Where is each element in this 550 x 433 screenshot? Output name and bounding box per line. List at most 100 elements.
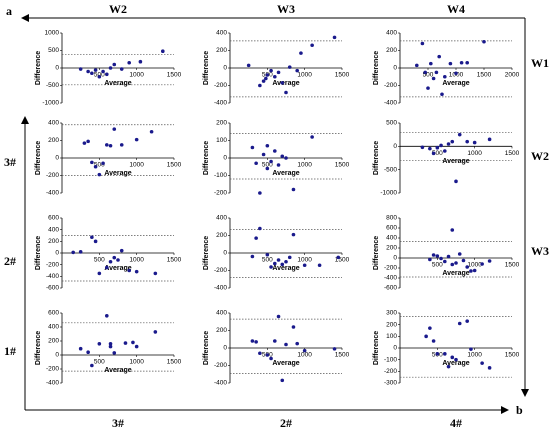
point	[461, 258, 466, 263]
y-tick-label: -200	[46, 261, 59, 268]
x-tick-label: 500	[432, 150, 443, 157]
point	[426, 86, 430, 90]
point	[254, 340, 258, 344]
y-tick-label: 500	[48, 47, 59, 54]
point	[273, 339, 277, 343]
y-tick-label: 100	[216, 137, 227, 144]
point	[269, 68, 273, 73]
point	[424, 334, 428, 339]
point	[264, 76, 268, 81]
point	[336, 255, 341, 260]
point	[265, 252, 270, 257]
column-label: 4#	[450, 416, 462, 430]
y-tick-label: -200	[214, 362, 227, 369]
x-tick-label: 1500	[167, 162, 182, 169]
y-tick-label: -200	[384, 265, 397, 272]
point	[108, 259, 113, 264]
point	[276, 258, 281, 262]
point	[465, 60, 470, 65]
point	[108, 342, 113, 346]
point	[258, 226, 262, 231]
point	[420, 145, 425, 150]
x-tick-label: 1500	[335, 162, 350, 169]
point	[284, 342, 288, 347]
point	[90, 71, 94, 76]
x-tick-label: 1000	[297, 257, 312, 264]
point	[149, 129, 154, 134]
point	[302, 263, 307, 268]
row-label: 2#	[4, 254, 16, 268]
y-tick-label: 400	[48, 324, 59, 331]
point	[112, 351, 117, 355]
point	[469, 347, 473, 351]
x-axis-label: Average	[442, 80, 469, 87]
point	[435, 254, 440, 258]
row-label: W2	[531, 149, 549, 163]
y-tick-label: 200	[48, 137, 59, 144]
point	[112, 255, 117, 260]
point	[112, 62, 117, 67]
point	[457, 252, 462, 256]
y-tick-label: 0	[55, 250, 59, 257]
point	[435, 145, 440, 150]
point	[269, 159, 273, 164]
point	[431, 76, 436, 81]
y-axis-label: Difference	[373, 236, 380, 270]
y-tick-label: 0	[223, 345, 227, 352]
point	[101, 161, 105, 166]
point	[457, 321, 462, 326]
point	[108, 344, 113, 349]
y-tick-label: 200	[48, 338, 59, 345]
point	[138, 59, 143, 64]
point	[472, 268, 477, 273]
point	[97, 271, 102, 276]
point	[273, 149, 277, 153]
y-tick-label: 0	[393, 65, 397, 72]
point	[434, 70, 439, 75]
x-tick-label: 1000	[297, 162, 312, 169]
y-tick-label: 0	[393, 345, 397, 352]
point	[302, 348, 307, 353]
x-tick-label: 1000	[129, 359, 144, 366]
y-tick-label: 400	[48, 120, 59, 127]
row-label: 3#	[4, 155, 16, 169]
point	[265, 73, 270, 77]
x-tick-label: 1000	[129, 162, 144, 169]
point	[439, 256, 443, 261]
point	[86, 139, 90, 144]
x-tick-label: 1500	[477, 72, 492, 79]
point	[454, 261, 458, 265]
y-tick-label: -500	[46, 82, 59, 89]
point	[431, 151, 436, 156]
point	[428, 146, 432, 151]
y-tick-label: -200	[46, 172, 59, 179]
point	[97, 342, 102, 346]
point	[332, 347, 337, 351]
point	[480, 361, 484, 365]
x-tick-label: 2000	[505, 72, 520, 79]
point	[254, 236, 258, 240]
point	[280, 378, 285, 383]
point	[459, 60, 464, 65]
point	[482, 39, 486, 44]
y-tick-label: 200	[216, 47, 227, 54]
point	[119, 248, 124, 253]
y-tick-label: -400	[214, 285, 227, 292]
point	[97, 74, 102, 79]
point	[280, 262, 285, 267]
y-tick-label: -400	[46, 273, 59, 280]
point	[420, 41, 425, 46]
x-axis-label: Average	[442, 360, 469, 367]
point	[440, 92, 444, 97]
point	[428, 257, 432, 262]
point	[127, 60, 131, 65]
y-tick-label: 0	[55, 352, 59, 359]
x-tick-label: 1500	[167, 257, 182, 264]
point	[273, 261, 277, 266]
y-tick-label: 200	[48, 238, 59, 245]
point	[457, 132, 462, 137]
x-tick-label: 1000	[129, 72, 144, 79]
y-tick-label: 0	[223, 65, 227, 72]
corner-label: a	[6, 4, 12, 18]
point	[487, 137, 492, 142]
